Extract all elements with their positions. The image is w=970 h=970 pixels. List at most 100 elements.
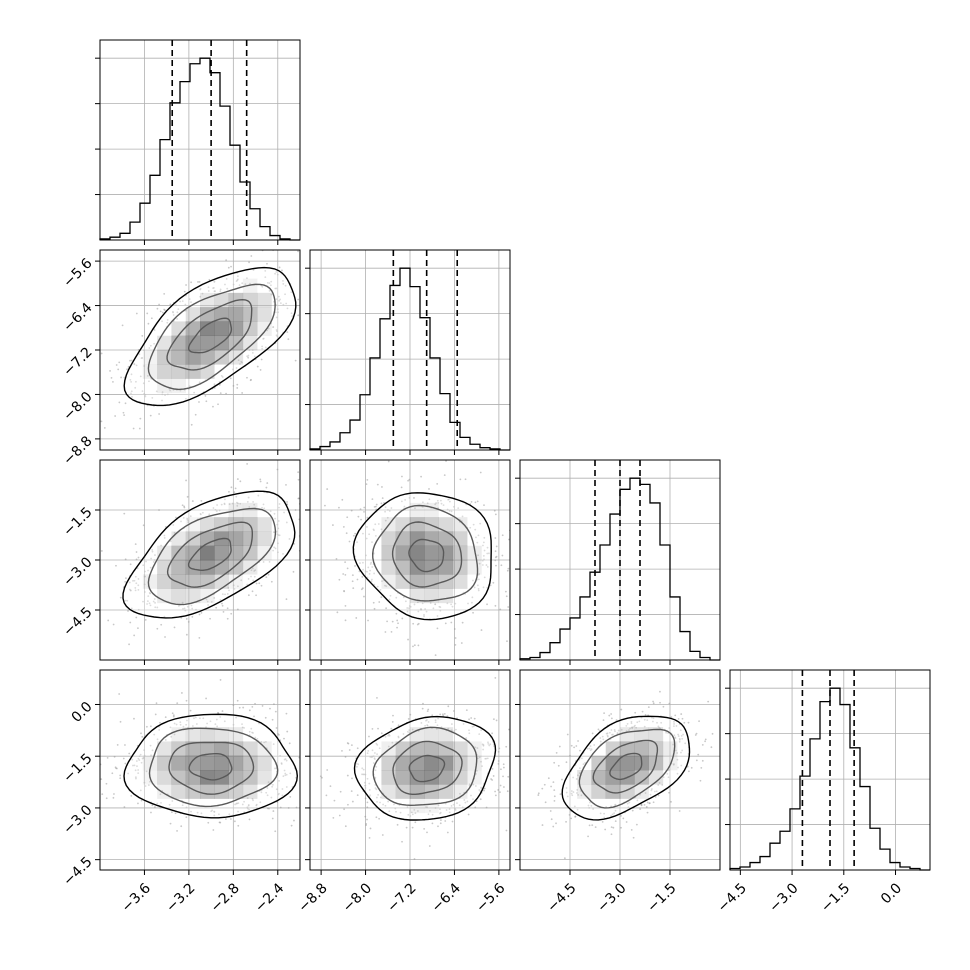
sample-point (263, 507, 266, 510)
sample-point (205, 598, 208, 601)
sample-point (206, 722, 209, 725)
sample-point (443, 474, 446, 477)
sample-point (268, 807, 270, 810)
sample-point (427, 708, 430, 711)
sample-point (225, 392, 227, 395)
sample-point (358, 293, 360, 295)
sample-point (315, 819, 317, 821)
sample-point (422, 501, 424, 504)
sample-point (313, 487, 315, 489)
sample-point (132, 427, 135, 430)
sample-point (630, 722, 633, 725)
sample-point (287, 807, 290, 809)
sample-point (138, 353, 141, 356)
sample-point (141, 357, 144, 359)
sample-point (425, 719, 427, 722)
sample-point (206, 600, 209, 603)
sample-point (260, 358, 263, 361)
sample-point (463, 799, 466, 801)
sample-point (276, 330, 278, 333)
sample-point (270, 241, 272, 243)
contour-0 (188, 317, 233, 354)
sample-point (156, 606, 159, 609)
sample-point (569, 754, 571, 757)
sample-point (274, 710, 277, 713)
sample-point (492, 581, 495, 584)
sample-point (468, 718, 470, 721)
sample-point (480, 729, 483, 732)
sample-point (278, 506, 280, 509)
sample-point (422, 702, 424, 705)
density-cell (185, 588, 201, 604)
sample-point (276, 533, 279, 536)
x-tick-label: −2.4 (252, 880, 287, 915)
sample-point (378, 601, 381, 603)
sample-point (124, 599, 127, 602)
sample-point (253, 503, 256, 506)
sample-point (133, 363, 136, 366)
sample-point (434, 503, 437, 506)
sample-point (138, 759, 141, 761)
sample-point (113, 755, 116, 758)
sample-point (574, 815, 577, 818)
sample-point (523, 775, 525, 777)
sample-point (291, 315, 294, 318)
sample-point (376, 696, 378, 699)
sample-point (384, 506, 387, 509)
sample-point (208, 278, 211, 281)
sample-point (590, 804, 593, 807)
sample-point (136, 765, 138, 768)
sample-point (101, 793, 104, 796)
sample-point (406, 607, 409, 609)
sample-point (402, 733, 405, 735)
sample-point (475, 800, 478, 803)
sample-point (471, 725, 474, 728)
sample-point (137, 627, 139, 630)
density-cell (228, 307, 244, 322)
sample-point (439, 811, 442, 814)
sample-point (149, 744, 152, 747)
sample-point (210, 600, 213, 603)
sample-point (237, 802, 240, 805)
density-cell (424, 727, 439, 742)
sample-point (238, 284, 241, 287)
sample-point (249, 282, 251, 285)
sample-point (138, 427, 141, 430)
sample-point (450, 805, 453, 807)
density-cell (200, 727, 215, 742)
y-tick-label: −1.5 (60, 751, 95, 786)
sample-point (187, 521, 190, 524)
contour-0 (408, 538, 445, 573)
density-cell (395, 517, 411, 532)
density-cell (381, 784, 397, 799)
sample-point (384, 804, 387, 807)
sample-point (408, 478, 411, 481)
sample-point (366, 570, 368, 573)
sample-point (312, 296, 314, 298)
sample-point (134, 776, 137, 779)
sample-point (584, 761, 586, 764)
sample-point (190, 423, 193, 426)
sample-point (283, 769, 286, 772)
sample-point (217, 403, 219, 406)
sample-point (336, 291, 338, 293)
sample-point (408, 496, 411, 499)
sample-point (375, 816, 378, 819)
sample-point (236, 387, 239, 389)
density-cell (157, 364, 172, 379)
sample-point (324, 498, 326, 500)
density-cell (424, 798, 439, 814)
y-tick-label: −6.4 (60, 300, 95, 335)
sample-point (639, 808, 642, 811)
sample-point (332, 817, 335, 819)
sample-point (399, 811, 402, 814)
sample-point (112, 796, 115, 799)
sample-point (307, 513, 309, 515)
sample-point (153, 342, 156, 345)
sample-point (393, 803, 395, 806)
sample-point (333, 799, 336, 802)
sample-point (672, 763, 675, 765)
sample-point (177, 308, 180, 311)
sample-point (114, 415, 117, 417)
sample-point (367, 566, 370, 569)
